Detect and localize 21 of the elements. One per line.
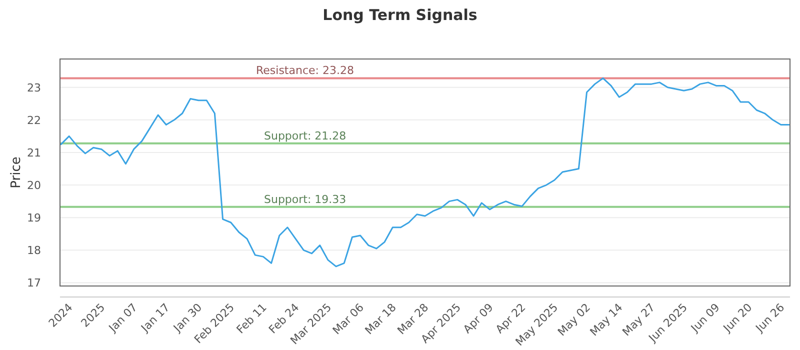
- ref-line-label: Support: 21.28: [264, 129, 346, 142]
- y-tick-label: 18: [27, 244, 41, 258]
- x-tick-label: Apr 09: [460, 300, 496, 336]
- x-tick-label: Mar 06: [330, 300, 366, 338]
- x-tick-label: Jan 07: [106, 300, 140, 336]
- line-series: [60, 77, 790, 268]
- x-tick-label: Feb 11: [234, 300, 270, 336]
- y-tick-label: 19: [27, 212, 41, 225]
- chart-title: Long Term Signals: [322, 6, 478, 24]
- y-tick-label: 22: [27, 114, 41, 127]
- y-tick-label: 21: [27, 146, 41, 160]
- x-tick-label: Jun 26: [752, 300, 788, 336]
- y-axis-title: Price: [9, 156, 24, 188]
- y-tick-label: 23: [27, 81, 41, 94]
- y-tick-label: 20: [27, 179, 41, 192]
- y-tick-label: 17: [27, 276, 41, 290]
- x-tick-label: Jun 09: [688, 300, 722, 336]
- ref-line-label: Resistance: 23.28: [256, 64, 354, 78]
- x-tick-label: Jan 17: [138, 300, 172, 336]
- x-tick-label: Jun 20: [720, 300, 755, 336]
- ref-line-label: Support: 19.33: [264, 192, 346, 206]
